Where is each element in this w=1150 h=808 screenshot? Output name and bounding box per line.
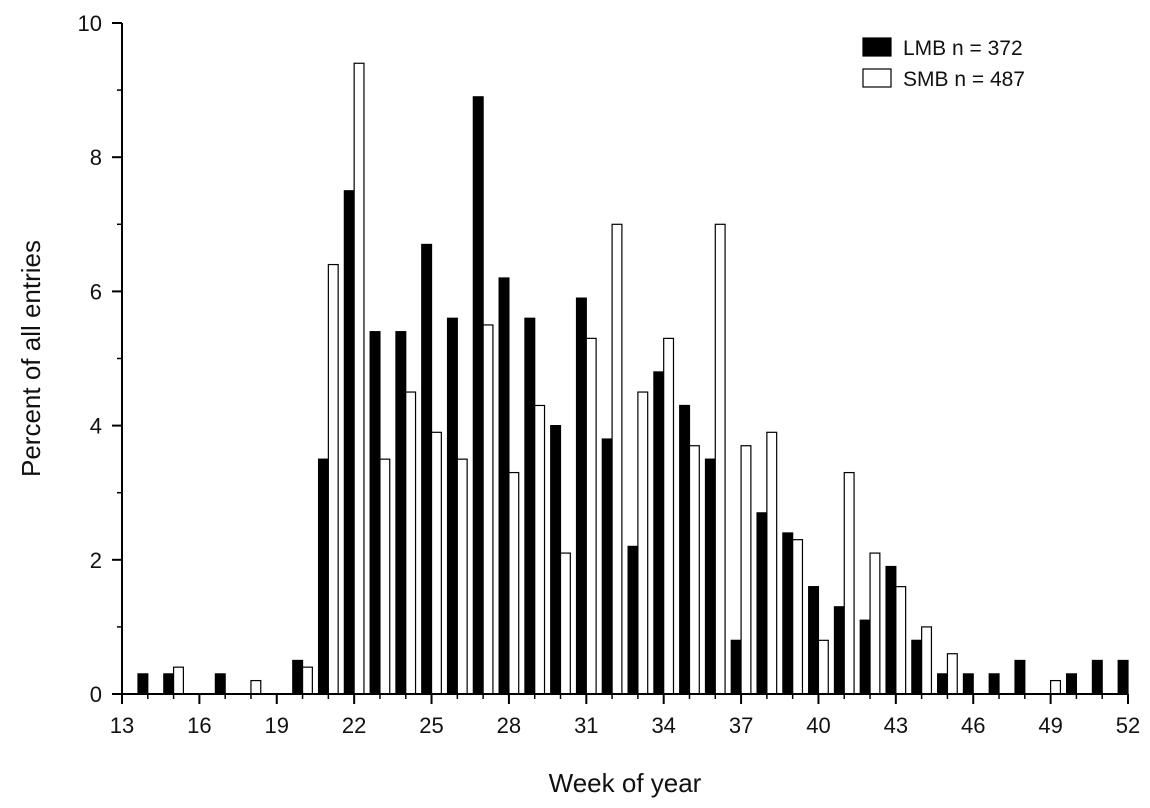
bar-smb-week-24: [405, 391, 417, 695]
bar-lmb-week-52: [1117, 659, 1129, 695]
bar-smb-week-34: [663, 337, 675, 695]
bar-smb-week-29: [534, 404, 546, 695]
x-tick-label-25: 25: [419, 713, 443, 738]
bar-lmb-week-25: [421, 243, 433, 695]
y-tick-label-4: 4: [90, 414, 102, 439]
y-tick-label-2: 2: [90, 548, 102, 573]
x-tick-label-40: 40: [806, 713, 830, 738]
bar-lmb-week-14: [137, 673, 149, 695]
x-tick-label-16: 16: [187, 713, 211, 738]
bar-lmb-week-17: [214, 673, 226, 695]
bar-lmb-week-50: [1066, 673, 1078, 695]
legend: LMB n = 372 SMB n = 487: [862, 37, 1025, 91]
bar-lmb-week-20: [292, 659, 304, 695]
bar-lmb-week-27: [472, 96, 484, 695]
bar-smb-week-49: [1050, 679, 1062, 695]
bar-smb-week-26: [456, 458, 468, 695]
bar-smb-week-37: [740, 445, 752, 695]
x-tick-label-46: 46: [961, 713, 985, 738]
bar-smb-week-22: [353, 62, 365, 695]
legend-swatch-lmb: [862, 37, 892, 57]
bar-lmb-week-15: [163, 673, 175, 695]
x-tick-label-49: 49: [1038, 713, 1062, 738]
bar-lmb-week-33: [627, 545, 639, 695]
y-axis-title: Percent of all entries: [16, 240, 46, 477]
legend-label-smb: SMB n = 487: [903, 68, 1025, 91]
bar-smb-week-30: [559, 552, 571, 695]
bar-lmb-week-35: [679, 404, 691, 695]
bar-lmb-week-43: [885, 565, 897, 695]
bar-lmb-week-22: [343, 190, 355, 695]
bar-smb-week-36: [714, 223, 726, 695]
x-tick-label-28: 28: [497, 713, 521, 738]
y-tick-label-6: 6: [90, 279, 102, 304]
bar-smb-week-25: [430, 431, 442, 695]
bar-lmb-week-31: [575, 297, 587, 695]
x-axis-title: Week of year: [549, 768, 702, 798]
bar-smb-week-38: [766, 431, 778, 695]
x-tick-label-34: 34: [651, 713, 675, 738]
bar-lmb-week-42: [859, 619, 871, 695]
bar-smb-week-35: [688, 445, 700, 695]
bar-lmb-week-32: [601, 438, 613, 695]
legend-swatch-smb: [862, 68, 892, 88]
bar-lmb-week-37: [730, 639, 742, 695]
x-tick-label-52: 52: [1116, 713, 1140, 738]
bars-layer: [137, 62, 1129, 695]
bar-lmb-week-29: [524, 317, 536, 695]
x-tick-label-31: 31: [574, 713, 598, 738]
bar-lmb-week-44: [911, 639, 923, 695]
bar-lmb-week-28: [498, 277, 510, 695]
x-tick-label-43: 43: [884, 713, 908, 738]
bar-smb-week-42: [869, 552, 881, 695]
x-tick-label-22: 22: [342, 713, 366, 738]
bar-smb-week-40: [817, 639, 829, 695]
bar-smb-week-28: [508, 471, 520, 695]
x-tick-label-13: 13: [110, 713, 134, 738]
bar-lmb-week-45: [937, 673, 949, 695]
bar-smb-week-33: [637, 391, 649, 695]
bar-smb-week-18: [250, 679, 262, 695]
y-tick-label-0: 0: [90, 682, 102, 707]
bar-smb-week-15: [172, 666, 184, 695]
x-tick-label-37: 37: [729, 713, 753, 738]
bar-lmb-week-36: [704, 458, 716, 695]
bar-lmb-week-46: [962, 673, 974, 695]
bar-smb-week-21: [327, 263, 339, 695]
axes-layer: [121, 23, 1128, 695]
bar-lmb-week-47: [988, 673, 1000, 695]
legend-label-lmb: LMB n = 372: [903, 37, 1023, 60]
bar-lmb-week-41: [833, 606, 845, 695]
bar-smb-week-44: [921, 626, 933, 695]
bar-smb-week-23: [379, 458, 391, 695]
bar-smb-week-27: [482, 324, 494, 695]
bar-smb-week-31: [585, 337, 597, 695]
bar-smb-week-43: [895, 586, 907, 695]
bar-lmb-week-23: [369, 331, 381, 695]
bar-smb-week-20: [301, 666, 313, 695]
bar-lmb-week-48: [1014, 659, 1026, 695]
bar-lmb-week-39: [782, 532, 794, 695]
x-tick-label-19: 19: [265, 713, 289, 738]
bar-lmb-week-38: [756, 512, 768, 695]
bar-lmb-week-51: [1091, 659, 1103, 695]
bar-lmb-week-40: [808, 586, 820, 695]
bar-smb-week-32: [611, 223, 623, 695]
bar-lmb-week-24: [395, 331, 407, 695]
bar-lmb-week-34: [653, 371, 665, 695]
bar-lmb-week-21: [317, 458, 329, 695]
y-tick-label-10: 10: [78, 11, 102, 36]
bar-lmb-week-30: [550, 425, 562, 695]
bar-smb-week-41: [843, 471, 855, 695]
y-tick-label-8: 8: [90, 145, 102, 170]
bar-lmb-week-26: [446, 317, 458, 695]
bar-smb-week-39: [792, 539, 804, 695]
bar-smb-week-45: [946, 653, 958, 695]
